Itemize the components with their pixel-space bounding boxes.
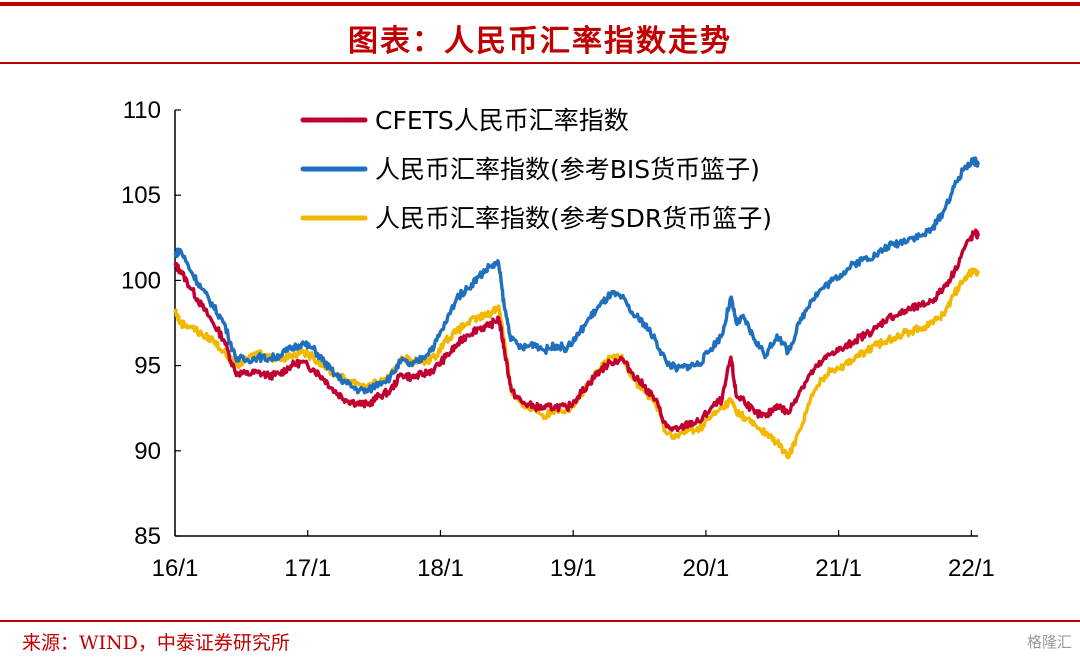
chart-axes: 85 90 95 100 105 110 16/1 17/1 18/1 19/1 20/1 21/1 2…: [121, 97, 995, 582]
y-tick-label: 110: [123, 97, 161, 124]
bottom-rule: [0, 620, 1080, 622]
chart-series-lines: [173, 156, 980, 460]
y-tick-label: 90: [134, 438, 161, 465]
top-rule: [0, 2, 1080, 6]
x-tick-label: 16/1: [152, 555, 199, 582]
y-tick-label: 100: [121, 267, 161, 294]
series-line-1: [173, 156, 980, 395]
x-tick-label: 17/1: [284, 555, 331, 582]
legend-label-1: 人民币汇率指数(参考BIS货币篮子): [375, 155, 760, 184]
x-tick-label: 19/1: [550, 555, 597, 582]
source-note: 来源：WIND，中泰证券研究所: [22, 632, 290, 654]
series-line-0: [173, 228, 980, 433]
x-tick-label: 21/1: [815, 555, 862, 582]
chart-title: 图表：人民币汇率指数走势: [348, 24, 732, 59]
legend-label-0: CFETS人民币汇率指数: [375, 106, 629, 135]
x-tick-label: 22/1: [948, 555, 995, 582]
y-tick-label: 95: [134, 353, 161, 380]
y-tick-label: 105: [121, 182, 161, 209]
watermark: 格隆汇: [1026, 633, 1072, 651]
line-chart: 85 90 95 100 105 110 16/1 17/1 18/1 19/1 20/1 21/1 2…: [121, 97, 995, 582]
y-tick-label: 85: [134, 523, 161, 550]
title-rule: [0, 62, 1080, 64]
x-tick-label: 20/1: [683, 555, 730, 582]
x-tick-label: 18/1: [417, 555, 464, 582]
legend-label-2: 人民币汇率指数(参考SDR货币篮子): [375, 204, 772, 233]
